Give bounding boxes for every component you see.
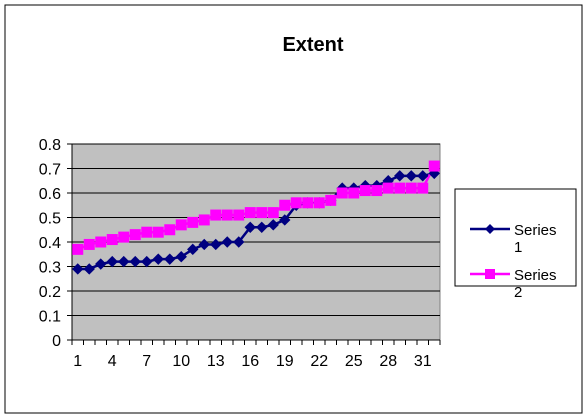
x-tick-label: 19 — [276, 353, 294, 370]
x-tick-label: 7 — [142, 353, 151, 370]
x-tick-label: 16 — [241, 353, 259, 370]
series-2-point — [359, 185, 371, 197]
series-2-point — [141, 226, 153, 238]
x-tick-label: 31 — [414, 353, 432, 370]
series-1-point — [95, 258, 107, 270]
series-2-point — [152, 226, 164, 238]
series-2-point — [95, 236, 107, 248]
series-2-point — [279, 199, 291, 211]
series-1-point — [152, 253, 164, 265]
x-tick-label: 25 — [345, 353, 363, 370]
y-axis: 0 0.1 0.2 0.3 0.4 0.5 0.6 0.7 0.8 — [39, 137, 73, 350]
series-2-point — [382, 182, 394, 194]
gridlines — [72, 143, 440, 341]
legend-box — [454, 188, 577, 287]
legend-series-2-label: Series 2 — [514, 267, 557, 301]
series-2-point — [428, 160, 440, 172]
series-2-point — [302, 197, 314, 209]
y-tick-label: 0.5 — [39, 211, 61, 228]
series-2-point — [371, 185, 383, 197]
series-1-point — [72, 263, 84, 275]
legend-series-1-marker — [485, 224, 495, 234]
y-tick-label: 0.6 — [39, 186, 61, 203]
series-1-point — [221, 236, 233, 248]
series-2-point — [164, 224, 176, 236]
series-2-point — [267, 207, 279, 219]
series-2-point — [394, 182, 406, 194]
series-1-point — [83, 263, 95, 275]
series-2-point — [198, 214, 210, 226]
y-tick-label: 0.4 — [39, 235, 61, 252]
x-axis: 1 4 7 10 13 16 19 22 25 28 31 — [71, 339, 441, 370]
series-2-point — [129, 229, 141, 241]
series-2-point — [83, 238, 95, 250]
series-2-point — [313, 197, 325, 209]
series-1-point — [394, 170, 406, 182]
series-2-point — [233, 209, 245, 221]
legend: Series 1 Series 2 — [470, 222, 557, 301]
x-tick-label: 4 — [108, 353, 117, 370]
series-2-point — [210, 209, 222, 221]
series-2-point — [325, 194, 337, 206]
y-tick-label: 0.1 — [39, 309, 61, 326]
series-1-point — [267, 219, 279, 231]
series-2-point — [244, 207, 256, 219]
series-1-point — [279, 214, 291, 226]
series-1-point — [129, 255, 141, 268]
series-1-point — [164, 253, 176, 265]
series-2-point — [118, 231, 130, 243]
series-1-point — [187, 243, 199, 256]
series-2-point — [256, 207, 268, 219]
series-2-point — [348, 187, 360, 199]
chart-title: Extent — [282, 34, 343, 56]
series-2-point — [336, 187, 348, 199]
series-1-point — [405, 170, 417, 182]
series-2-point — [290, 197, 302, 209]
series-2-point — [72, 243, 84, 255]
series-1-point — [141, 255, 153, 268]
series-1-point — [106, 255, 118, 268]
legend-series-1-label: Series 1 — [514, 222, 557, 256]
series-1-point — [256, 221, 268, 234]
x-tick-label: 28 — [379, 353, 397, 370]
series-2-point — [417, 182, 429, 194]
series-2-point — [221, 209, 233, 221]
series-1-point — [244, 221, 256, 234]
y-tick-label: 0.7 — [39, 162, 61, 179]
series-2-point — [106, 234, 118, 246]
legend-series-2-marker — [485, 269, 495, 279]
series-1-point — [198, 238, 210, 251]
series-1-point — [210, 238, 222, 251]
series-1-point — [233, 236, 245, 248]
series-1-point — [417, 170, 429, 182]
x-tick-label: 13 — [207, 353, 225, 370]
y-tick-label: 0.3 — [39, 260, 61, 277]
x-tick-label: 10 — [172, 353, 190, 370]
y-tick-label: 0 — [52, 333, 61, 350]
x-tick-label: 1 — [73, 353, 82, 370]
series-markers — [72, 160, 440, 275]
y-tick-label: 0.2 — [39, 284, 61, 301]
series-2-point — [175, 219, 187, 231]
series-1-point — [118, 255, 130, 268]
series-2-point — [187, 216, 199, 228]
y-tick-label: 0.8 — [39, 137, 61, 154]
series-1-point — [175, 250, 187, 263]
x-tick-label: 22 — [310, 353, 328, 370]
series-2-point — [405, 182, 417, 194]
